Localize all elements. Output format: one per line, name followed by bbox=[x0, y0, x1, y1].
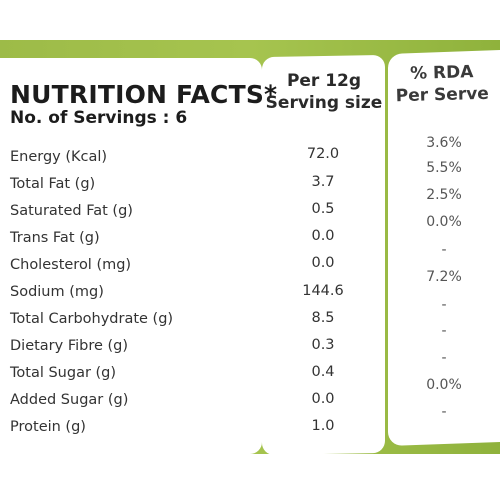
bottom-margin bbox=[0, 454, 500, 500]
rda-value: - bbox=[441, 350, 447, 366]
serving-size-header-line2: Serving size bbox=[265, 93, 383, 113]
nutrient-label: Cholesterol (mg) bbox=[10, 257, 132, 273]
serving-size-header-line1: Per 12g bbox=[286, 71, 362, 91]
nutrient-label: Trans Fat (g) bbox=[10, 230, 100, 246]
serving-value: 0.0 bbox=[311, 391, 335, 407]
rda-header: % RDA Per Serve bbox=[392, 61, 491, 108]
rda-header-line1: % RDA bbox=[409, 62, 474, 84]
rda-value: - bbox=[441, 404, 447, 420]
servings-count: No. of Servings : 6 bbox=[10, 108, 188, 128]
nutrition-facts-title: NUTRITION FACTS* bbox=[10, 80, 278, 109]
serving-value: 8.5 bbox=[311, 310, 335, 326]
nutrient-label: Protein (g) bbox=[10, 419, 86, 435]
serving-value: 0.5 bbox=[311, 201, 335, 217]
rda-value: 0.0% bbox=[426, 377, 462, 393]
serving-value: 1.0 bbox=[311, 418, 335, 434]
nutrient-label: Sodium (mg) bbox=[10, 284, 104, 300]
nutrient-label: Added Sugar (g) bbox=[10, 392, 129, 408]
nutrient-label: Energy (Kcal) bbox=[10, 149, 108, 165]
nutrient-label: Total Sugar (g) bbox=[10, 365, 117, 381]
rda-value: - bbox=[441, 297, 447, 313]
rda-value: 7.2% bbox=[426, 269, 462, 285]
serving-value: 72.0 bbox=[306, 146, 340, 162]
nutrient-label: Total Fat (g) bbox=[10, 176, 96, 192]
serving-size-header: Per 12g Serving size bbox=[264, 70, 384, 114]
rda-value: - bbox=[441, 323, 447, 339]
rda-value: 3.6% bbox=[426, 135, 462, 151]
rda-value: 2.5% bbox=[426, 187, 462, 203]
rda-value: 5.5% bbox=[426, 160, 462, 176]
nutrient-label-panel bbox=[0, 58, 262, 454]
serving-value: 144.6 bbox=[302, 283, 344, 299]
nutrient-label: Dietary Fibre (g) bbox=[10, 338, 129, 354]
serving-value: 0.0 bbox=[311, 228, 335, 244]
rda-value: 0.0% bbox=[426, 214, 462, 230]
nutrient-label: Total Carbohydrate (g) bbox=[10, 311, 174, 327]
rda-header-line2: Per Serve bbox=[395, 83, 490, 107]
nutrient-label: Saturated Fat (g) bbox=[10, 203, 133, 219]
serving-value: 0.3 bbox=[311, 337, 335, 353]
serving-value: 3.7 bbox=[311, 174, 335, 190]
serving-value: 0.0 bbox=[311, 255, 335, 271]
serving-value: 0.4 bbox=[311, 364, 335, 380]
rda-value: - bbox=[441, 242, 447, 258]
